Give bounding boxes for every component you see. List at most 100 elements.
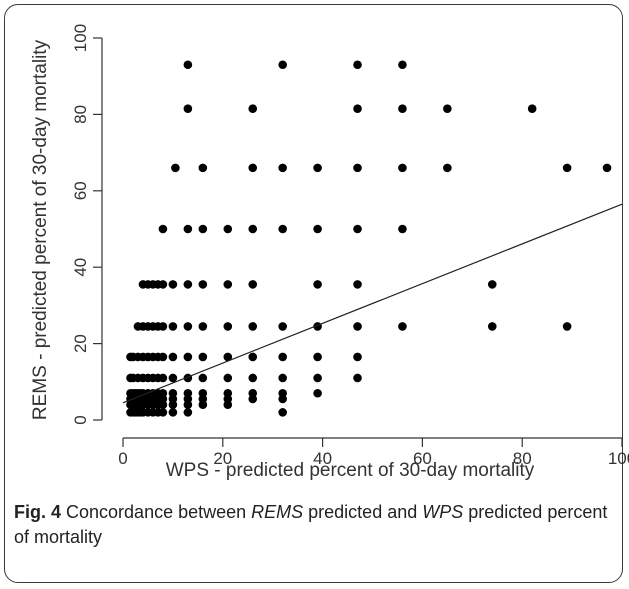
data-point [158, 408, 168, 417]
data-point [353, 373, 362, 383]
data-point [168, 388, 178, 398]
data-point [183, 224, 193, 234]
data-point [353, 104, 362, 113]
data-point [168, 352, 178, 362]
data-point [248, 104, 258, 113]
data-point [248, 224, 258, 234]
data-point [198, 373, 208, 383]
data-point [158, 224, 168, 234]
data-point [278, 408, 287, 417]
data-point [353, 60, 362, 70]
data-point [158, 352, 168, 362]
data-point [248, 322, 258, 331]
y-tick-label: 0 [71, 415, 90, 424]
data-point [168, 373, 178, 383]
x-tick-label: 0 [118, 449, 127, 468]
data-point [313, 388, 322, 398]
data-point [278, 163, 287, 173]
data-point [248, 163, 258, 173]
data-point [158, 373, 168, 383]
data-point [313, 224, 322, 234]
data-point [158, 280, 168, 289]
y-tick-label: 20 [71, 334, 90, 353]
data-point [183, 60, 193, 70]
data-point [183, 280, 193, 289]
data-point [248, 352, 258, 362]
x-tick-label: 100 [608, 449, 629, 468]
data-point [313, 373, 322, 383]
data-point [562, 163, 572, 173]
data-point [398, 163, 407, 173]
data-point [183, 388, 193, 398]
data-point [223, 322, 233, 331]
figure-frame [4, 4, 623, 583]
data-point [198, 388, 208, 398]
regression-line [122, 203, 623, 404]
data-point [487, 280, 497, 289]
data-point [198, 163, 208, 173]
data-point [353, 224, 362, 234]
caption-text-1: Concordance between [61, 502, 252, 522]
data-point [168, 408, 178, 417]
tick-labels: 0 20 40 60 80 100 0 20 40 60 80 100 [71, 24, 629, 468]
caption-text-2: predicted and [303, 502, 423, 522]
data-point [313, 352, 322, 362]
data-point [183, 104, 193, 113]
figure-label: Fig. 4 [14, 502, 62, 522]
data-point [278, 388, 287, 398]
data-point [183, 352, 193, 362]
y-tick-label: 100 [71, 24, 90, 52]
x-tick-label: 60 [413, 449, 432, 468]
chart-axes [93, 37, 623, 447]
data-point [198, 224, 208, 234]
data-point [278, 322, 287, 331]
figure-caption: Fig. 4 Concordance between REMS predicte… [14, 500, 614, 550]
data-point [248, 388, 258, 398]
data-point [223, 373, 233, 383]
data-point [398, 224, 407, 234]
data-point [278, 224, 287, 234]
data-point [223, 388, 233, 398]
data-point [313, 280, 322, 289]
data-point [183, 408, 193, 417]
x-tick-label: 20 [213, 449, 232, 468]
data-point [527, 104, 537, 113]
data-point [443, 163, 452, 173]
data-point [353, 280, 362, 289]
data-point [562, 322, 572, 331]
data-point [198, 322, 208, 331]
y-tick-label: 40 [71, 258, 90, 277]
data-point [248, 373, 258, 383]
caption-wps: WPS [422, 502, 464, 522]
data-point [602, 163, 612, 173]
data-points [126, 60, 612, 417]
data-point [158, 322, 168, 331]
data-point [198, 280, 208, 289]
y-axis-label: REMS - predicted percent of 30-day morta… [30, 39, 51, 420]
data-point [398, 104, 407, 113]
data-point [443, 104, 452, 113]
data-point [398, 60, 407, 70]
data-point [171, 163, 180, 173]
data-point [223, 280, 233, 289]
data-point [487, 322, 497, 331]
data-point [353, 163, 362, 173]
data-point [168, 322, 178, 331]
data-point [198, 352, 208, 362]
data-point [223, 352, 233, 362]
data-point [248, 280, 258, 289]
data-point [278, 352, 287, 362]
data-point [398, 322, 407, 331]
data-point [353, 352, 362, 362]
data-point [158, 388, 168, 398]
caption-rems: REMS [251, 502, 304, 522]
data-point [313, 163, 322, 173]
y-tick-label: 80 [71, 105, 90, 124]
data-point [353, 322, 362, 331]
data-point [223, 224, 233, 234]
x-tick-label: 80 [513, 449, 532, 468]
data-point [183, 322, 193, 331]
y-tick-label: 60 [71, 181, 90, 200]
x-axis-label: WPS - predicted percent of 30-day mortal… [166, 460, 535, 481]
caption-text-3: predicted percent of mortality [14, 502, 608, 547]
